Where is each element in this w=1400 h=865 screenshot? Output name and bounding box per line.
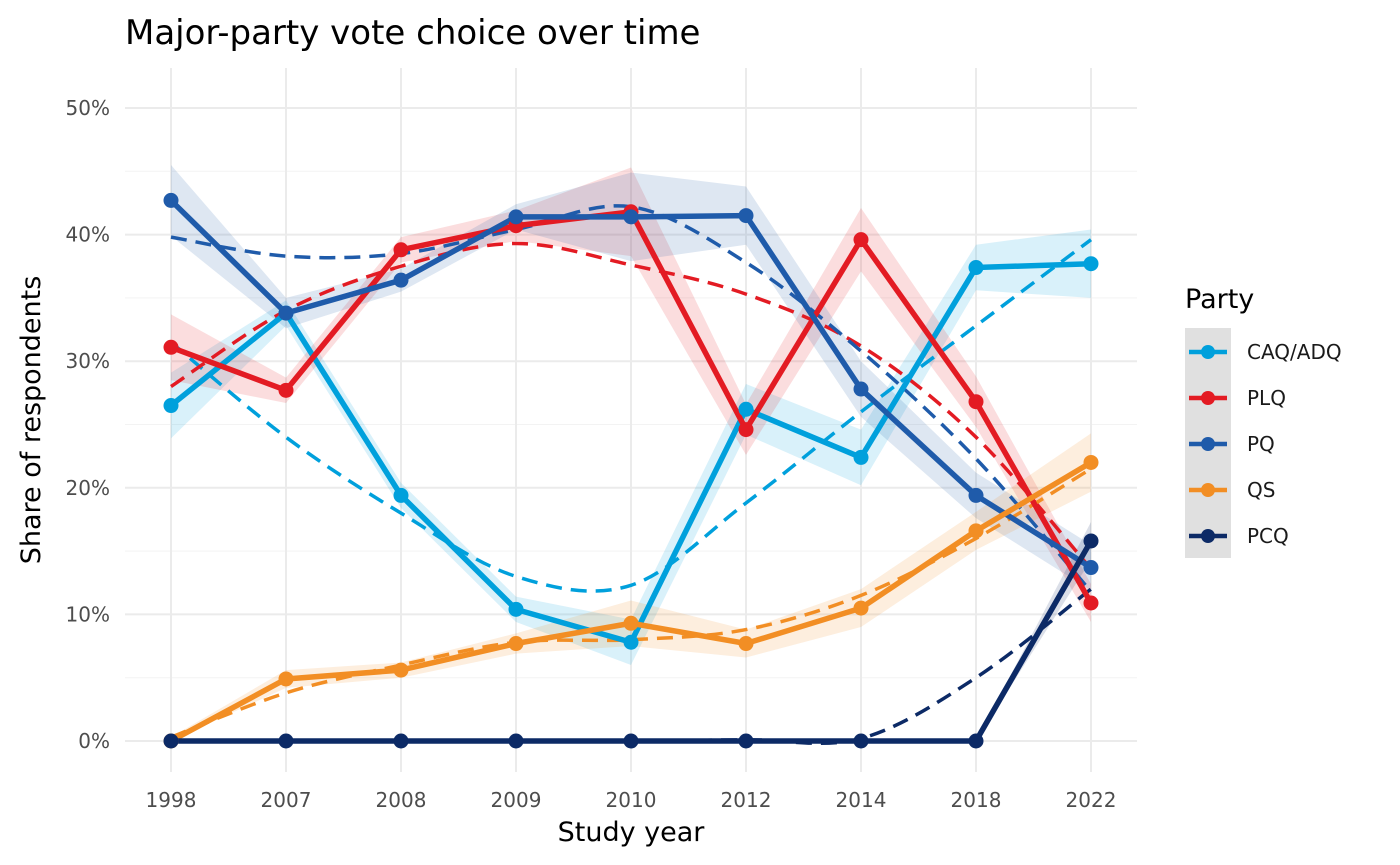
x-tick-label: 1998 bbox=[146, 788, 197, 812]
chart-title: Major-party vote choice over time bbox=[125, 13, 700, 53]
point-pq bbox=[623, 209, 639, 225]
legend-key-point bbox=[1201, 391, 1215, 405]
x-axis-ticks: 1998 2007 2008 2009 2010 2012 2014 2018 2022 bbox=[146, 788, 1117, 812]
y-tick-label: 50% bbox=[66, 96, 110, 120]
legend-item: CAQ/ADQ bbox=[1189, 340, 1342, 364]
legend-label: PQ bbox=[1247, 432, 1275, 456]
point-qs bbox=[738, 636, 754, 652]
trend-line-plq bbox=[170, 241, 1093, 570]
y-tick-label: 10% bbox=[66, 602, 110, 626]
ribbon-caq-adq bbox=[171, 229, 1091, 666]
point-qs bbox=[1083, 454, 1099, 470]
point-pq bbox=[853, 381, 869, 397]
legend-title: Party bbox=[1185, 284, 1254, 315]
y-axis-ticks: 0% 10% 20% 30% 40% 50% bbox=[66, 96, 110, 753]
point-qs bbox=[968, 523, 984, 539]
point-pcq bbox=[1083, 533, 1099, 549]
point-plq bbox=[163, 339, 179, 355]
series-points bbox=[163, 192, 1099, 749]
legend-item: PCQ bbox=[1189, 524, 1289, 548]
legend-label: QS bbox=[1247, 478, 1275, 502]
point-pq bbox=[1083, 560, 1099, 576]
point-pq bbox=[278, 305, 294, 321]
trend-line-qs bbox=[170, 467, 1092, 739]
point-pq bbox=[508, 209, 524, 225]
y-axis-title: Share of respondents bbox=[16, 276, 47, 565]
x-tick-label: 2008 bbox=[376, 788, 427, 812]
point-qs bbox=[393, 662, 409, 678]
point-pq bbox=[738, 208, 754, 224]
legend-item: PLQ bbox=[1189, 386, 1286, 410]
point-plq bbox=[738, 422, 754, 438]
legend-label: PCQ bbox=[1247, 524, 1289, 548]
point-pq bbox=[393, 272, 409, 288]
point-qs bbox=[623, 615, 639, 631]
x-tick-label: 2022 bbox=[1066, 788, 1117, 812]
point-caq-adq bbox=[1083, 256, 1099, 272]
legend-item: PQ bbox=[1189, 432, 1275, 456]
legend-label: PLQ bbox=[1247, 386, 1286, 410]
point-caq-adq bbox=[623, 634, 639, 650]
legend-key-point bbox=[1201, 529, 1215, 543]
point-pq bbox=[163, 192, 179, 208]
y-tick-label: 40% bbox=[66, 223, 110, 247]
point-qs bbox=[853, 600, 869, 616]
point-plq bbox=[1083, 595, 1099, 611]
trend-line-pq bbox=[170, 204, 1093, 593]
point-plq bbox=[278, 382, 294, 398]
ribbon-pq bbox=[171, 164, 1091, 591]
x-tick-label: 2018 bbox=[951, 788, 1002, 812]
point-pcq bbox=[278, 733, 294, 749]
y-tick-label: 0% bbox=[78, 729, 110, 753]
point-pcq bbox=[623, 733, 639, 749]
legend: Party CAQ/ADQ PLQ PQ QS PCQ bbox=[1185, 284, 1342, 558]
y-tick-label: 30% bbox=[66, 349, 110, 373]
x-tick-label: 2007 bbox=[261, 788, 312, 812]
point-pcq bbox=[853, 733, 869, 749]
point-caq-adq bbox=[508, 601, 524, 617]
legend-key-point bbox=[1201, 345, 1215, 359]
point-qs bbox=[508, 636, 524, 652]
point-caq-adq bbox=[393, 487, 409, 503]
point-plq bbox=[853, 232, 869, 248]
point-plq bbox=[393, 242, 409, 258]
y-tick-label: 20% bbox=[66, 476, 110, 500]
trend-line-caq-adq bbox=[169, 238, 1093, 593]
point-caq-adq bbox=[968, 260, 984, 276]
point-pcq bbox=[738, 733, 754, 749]
x-tick-label: 2009 bbox=[491, 788, 542, 812]
point-pcq bbox=[393, 733, 409, 749]
point-pcq bbox=[508, 733, 524, 749]
x-tick-label: 2014 bbox=[836, 788, 887, 812]
point-caq-adq bbox=[738, 401, 754, 417]
legend-item: QS bbox=[1189, 478, 1275, 502]
x-tick-label: 2010 bbox=[606, 788, 657, 812]
point-pcq bbox=[968, 733, 984, 749]
point-qs bbox=[278, 671, 294, 687]
x-axis-title: Study year bbox=[558, 817, 706, 848]
point-pcq bbox=[163, 733, 179, 749]
legend-label: CAQ/ADQ bbox=[1247, 340, 1342, 364]
x-tick-label: 2012 bbox=[721, 788, 772, 812]
point-plq bbox=[968, 394, 984, 410]
legend-key-point bbox=[1201, 437, 1215, 451]
legend-key-point bbox=[1201, 483, 1215, 497]
point-caq-adq bbox=[853, 449, 869, 465]
point-pq bbox=[968, 487, 984, 503]
point-caq-adq bbox=[163, 398, 179, 414]
